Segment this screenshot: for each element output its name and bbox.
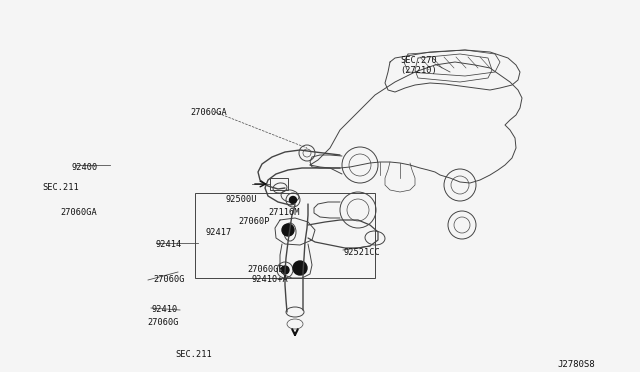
Text: 27060G: 27060G [147,318,179,327]
Text: 27060G: 27060G [153,275,184,284]
Text: 92410: 92410 [151,305,177,314]
Circle shape [289,196,296,203]
Text: 27060GB: 27060GB [247,265,284,274]
Text: 27060P: 27060P [238,217,269,226]
Circle shape [281,266,289,274]
Text: SEC.211: SEC.211 [175,350,212,359]
Circle shape [293,261,307,275]
Text: 92417: 92417 [205,228,231,237]
Text: 27116M: 27116M [268,208,300,217]
Text: 92521CC: 92521CC [343,248,380,257]
Text: SEC.270: SEC.270 [400,56,436,65]
Bar [270,178,288,190]
Text: 92500U: 92500U [225,195,257,204]
Text: 92410+A: 92410+A [252,275,289,284]
Text: SEC.211: SEC.211 [42,183,79,192]
Text: 27060GA: 27060GA [190,108,227,117]
Text: (27210): (27210) [400,66,436,75]
Text: 92400: 92400 [72,163,99,172]
Text: 27060GA: 27060GA [60,208,97,217]
Text: J2780S8: J2780S8 [557,360,595,369]
Text: 92414: 92414 [155,240,181,249]
Circle shape [282,224,294,236]
Bar [195,193,375,278]
